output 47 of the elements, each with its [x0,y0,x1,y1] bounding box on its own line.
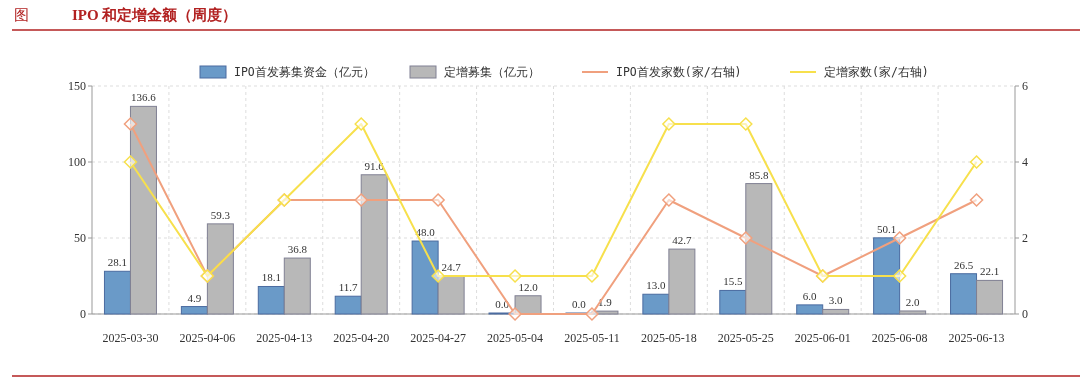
x-tick-label: 2025-06-01 [794,331,851,345]
y-tick-label: 50 [74,231,86,245]
x-tick-label: 2025-04-13 [256,331,313,345]
data-label: 0.0 [572,298,587,310]
x-tick-label: 2025-03-30 [102,331,159,345]
y2-tick-label: 2 [1022,231,1028,245]
y-tick-label: 150 [68,79,86,93]
data-label: 18.1 [261,271,281,284]
data-label: 36.8 [287,243,308,256]
data-label: 6.0 [802,289,818,302]
data-label: 11.7 [338,281,359,294]
legend-label: IPO首发家数(家/右轴) [616,65,742,79]
data-label: 12.0 [518,280,539,293]
data-label: 22.1 [979,265,1000,278]
y2-tick-label: 0 [1022,307,1028,321]
data-label: 85.8 [749,168,769,181]
data-label: 136.6 [131,91,157,104]
legend-label: IPO首发募集资金（亿元） [234,65,375,79]
legend-label: 定增家数(家/右轴) [824,65,929,79]
x-tick-label: 2025-04-06 [179,331,236,345]
text: 图 [14,7,29,23]
x-tick-label: 2025-04-20 [333,331,390,345]
x-tick-label: 2025-05-04 [487,331,544,345]
x-tick-label: 2025-05-25 [717,331,774,345]
data-label: 42.7 [672,234,692,247]
x-tick-label: 2025-05-18 [640,331,697,345]
data-label: 15.5 [723,275,743,288]
chart-title: IPO 和定增金额（周度） [72,6,238,23]
data-label: 1.9 [598,296,613,309]
data-label: 3.0 [828,294,844,307]
data-label: 59.3 [210,208,231,221]
y-tick-label: 0 [80,307,86,321]
x-tick-label: 2025-05-11 [564,331,620,345]
y-tick-label: 100 [68,155,86,169]
legend-label: 定增募集（亿元） [444,65,540,79]
x-tick-label: 2025-04-27 [410,331,467,345]
y2-tick-label: 6 [1022,79,1028,93]
data-label: 24.7 [441,261,462,274]
data-label: 2.0 [905,295,920,308]
data-label: 4.9 [187,291,202,304]
data-label: 13.0 [646,279,666,292]
y2-tick-label: 4 [1022,155,1028,169]
data-label: 26.5 [953,258,974,271]
data-label: 50.1 [877,222,897,235]
x-tick-label: 2025-06-08 [871,331,928,345]
data-label: 28.1 [107,256,128,269]
x-tick-label: 2025-06-13 [948,331,1005,345]
